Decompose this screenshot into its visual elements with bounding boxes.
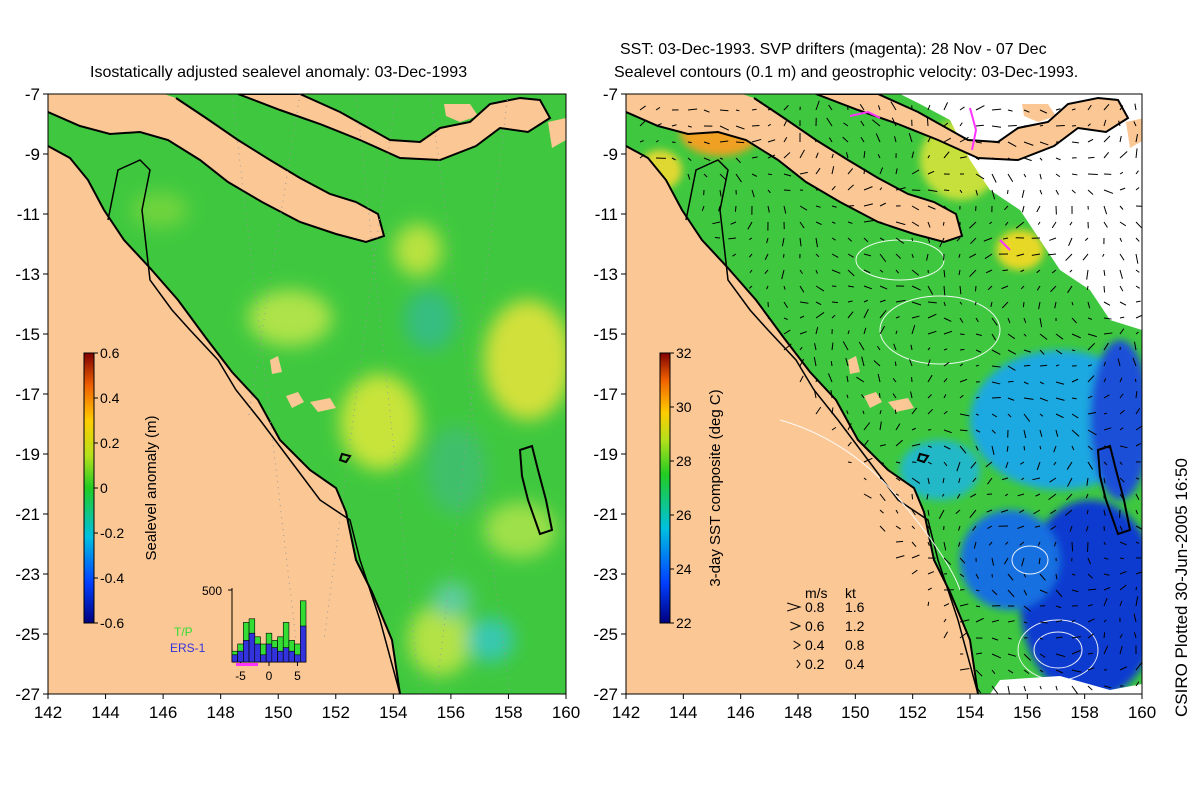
left-lon-tick-label: 150 (264, 703, 292, 722)
left-lat-tick-label: -23 (15, 565, 40, 584)
colorbar-tick-label: -0.6 (100, 615, 124, 631)
histogram-bar-ers (249, 633, 255, 662)
left-lon-tick-label: 142 (34, 703, 62, 722)
velocity-legend-kt: 1.2 (845, 618, 865, 634)
left-lon-tick-label: 146 (149, 703, 177, 722)
colorbar-tick-label: 0.2 (100, 435, 120, 451)
right-lon-tick-label: 154 (956, 703, 984, 722)
left-lat-tick-label: -9 (25, 145, 40, 164)
left-lat-tick-label: -7 (25, 85, 40, 104)
sst-colorbar-label: 3-day SST composite (deg C) (707, 389, 724, 586)
histogram-bar-ers (266, 644, 272, 662)
histogram-bar-ers (300, 626, 306, 662)
left-lat-tick-label: -19 (15, 445, 40, 464)
velocity-legend-ms: 0.6 (805, 618, 825, 634)
colorbar-tick-label: 32 (676, 345, 692, 361)
histogram-legend-ers: ERS-1 (170, 641, 206, 655)
right-lon-tick-label: 142 (612, 703, 640, 722)
histogram-y-tick: 500 (202, 584, 222, 598)
histogram-bar-ers (278, 651, 284, 662)
histogram-bar-ers (243, 640, 249, 662)
right-lat-tick-label: -23 (593, 565, 618, 584)
left-lon-tick-label: 154 (379, 703, 407, 722)
velocity-legend-kt: 0.4 (845, 656, 865, 672)
velocity-legend-ms: 0.8 (805, 599, 825, 615)
left-lat-tick-label: -15 (15, 325, 40, 344)
colorbar-tick-label: -0.2 (100, 525, 124, 541)
colorbar-tick-label: 30 (676, 399, 692, 415)
colorbar-tick-label: 24 (676, 561, 692, 577)
left-lat-tick-label: -27 (15, 685, 40, 704)
colorbar-tick-label: 0.4 (100, 390, 120, 406)
right-lat-tick-label: -9 (603, 145, 618, 164)
right-lon-tick-label: 146 (726, 703, 754, 722)
right-lon-tick-label: 144 (669, 703, 697, 722)
right-lat-tick-label: -15 (593, 325, 618, 344)
histogram-bar-ers (238, 651, 244, 662)
right-lat-tick-label: -13 (593, 265, 618, 284)
right-lat-tick-label: -21 (593, 505, 618, 524)
right-lat-tick-label: -17 (593, 385, 618, 404)
histogram-bar-ers (260, 655, 266, 662)
histogram-x-tick: -5 (235, 669, 246, 683)
histogram-bar-ers (255, 644, 261, 662)
velocity-legend-kt: 1.6 (845, 599, 865, 615)
colorbar-tick-label: -0.4 (100, 570, 124, 586)
right-panel-title-line1: SST: 03-Dec-1993. SVP drifters (magenta)… (620, 41, 1047, 59)
left-lat-tick-label: -21 (15, 505, 40, 524)
left-lon-tick-label: 144 (91, 703, 119, 722)
right-lon-tick-label: 156 (1013, 703, 1041, 722)
left-lon-tick-label: 148 (206, 703, 234, 722)
left-lat-tick-label: -13 (15, 265, 40, 284)
right-lat-tick-label: -7 (603, 85, 618, 104)
sla-colorbar-label: Sealevel anomaly (m) (143, 415, 160, 560)
velocity-legend-kt: 0.8 (845, 637, 865, 653)
right-lon-tick-label: 152 (898, 703, 926, 722)
left-lon-tick-label: 156 (437, 703, 465, 722)
histogram-x-tick: 0 (266, 669, 273, 683)
right-lon-tick-label: 160 (1128, 703, 1156, 722)
left-lon-tick-label: 158 (494, 703, 522, 722)
left-lat-tick-label: -11 (17, 205, 40, 224)
histogram-bar-ers (272, 648, 278, 662)
colorbar-tick-label: 26 (676, 507, 692, 523)
right-panel-title-line2: Sealevel contours (0.1 m) and geostrophi… (614, 64, 1078, 82)
histogram-bar-ers (295, 655, 301, 662)
histogram-bar-ers (283, 648, 289, 662)
histogram-bar-ers (232, 655, 238, 662)
left-lon-tick-label: 152 (322, 703, 350, 722)
right-lat-tick-label: -11 (595, 205, 618, 224)
left-lon-tick-label: 160 (552, 703, 580, 722)
histogram-bar-ers (289, 651, 295, 662)
right-lat-tick-label: -27 (593, 685, 618, 704)
right-lon-tick-label: 148 (784, 703, 812, 722)
right-lon-tick-label: 158 (1070, 703, 1098, 722)
left-panel-title: Isostatically adjusted sealevel anomaly:… (90, 64, 467, 82)
right-lat-tick-label: -19 (593, 445, 618, 464)
colorbar-tick-label: 0.6 (100, 345, 120, 361)
left-lat-tick-label: -25 (15, 625, 40, 644)
right-lat-tick-label: -25 (593, 625, 618, 644)
histogram-x-tick: 5 (294, 669, 301, 683)
velocity-legend-ms: 0.4 (805, 637, 825, 653)
histogram-legend-tp: T/P (174, 625, 193, 639)
velocity-legend-ms: 0.2 (805, 656, 825, 672)
colorbar-tick-label: 28 (676, 453, 692, 469)
left-lat-tick-label: -17 (15, 385, 40, 404)
colorbar-tick-label: 0 (100, 480, 108, 496)
plot-credit: CSIRO Plotted 30-Jun-2005 16:50 (1172, 458, 1192, 717)
right-lon-tick-label: 150 (841, 703, 869, 722)
colorbar-tick-label: 22 (676, 615, 692, 631)
sea-level-anomaly-map (48, 94, 572, 694)
